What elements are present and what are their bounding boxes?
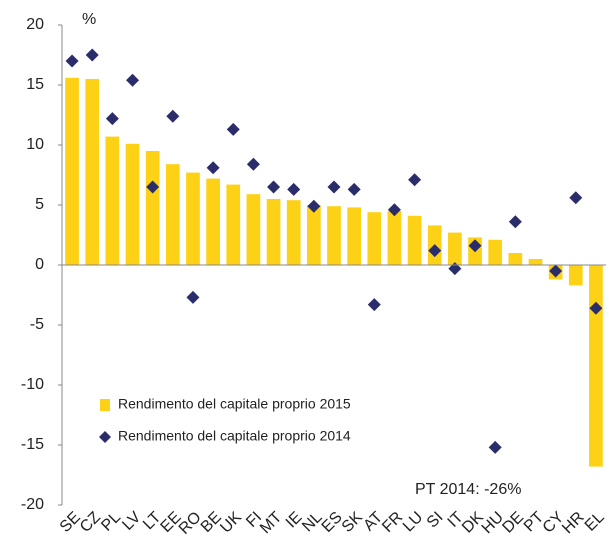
point (488, 440, 502, 454)
point (569, 191, 583, 205)
bar (387, 211, 402, 265)
bar (206, 178, 220, 265)
x-tick-label: LU (400, 509, 426, 535)
bar (85, 79, 100, 265)
y-tick-label: -20 (21, 496, 44, 513)
bar (568, 265, 583, 286)
point (206, 161, 220, 175)
point (166, 109, 180, 123)
y-tick-label: 20 (26, 16, 44, 33)
point (287, 182, 301, 196)
bar (65, 77, 79, 265)
bar (488, 239, 503, 265)
y-tick-label: -10 (21, 376, 44, 393)
bar (266, 199, 281, 265)
x-tick-label: UK (217, 509, 245, 537)
bar (448, 232, 462, 265)
bar (226, 184, 241, 265)
point (85, 48, 99, 62)
point (307, 199, 321, 213)
bar (105, 136, 120, 265)
bar (307, 205, 321, 265)
point (186, 290, 200, 304)
point (549, 264, 563, 278)
bar (347, 207, 361, 265)
y-tick-label: 15 (26, 76, 44, 93)
legend-label: Rendimento del capitale proprio 2015 (118, 396, 351, 412)
point (367, 298, 381, 312)
point (508, 215, 522, 229)
point (387, 203, 401, 217)
point (126, 73, 140, 87)
bar (145, 151, 160, 265)
bar (589, 265, 603, 467)
point (428, 244, 442, 258)
annotation: PT 2014: -26% (415, 481, 521, 498)
x-tick-label: MT (257, 509, 286, 538)
legend-swatch (100, 399, 110, 411)
bar (246, 194, 261, 265)
y-tick-label: 0 (35, 256, 44, 273)
y-tick-label: 10 (26, 136, 44, 153)
bar (125, 143, 140, 265)
bar (186, 172, 200, 265)
point (468, 239, 482, 253)
bar (508, 253, 523, 265)
point (105, 112, 119, 126)
bar (165, 164, 180, 265)
bar (367, 212, 382, 265)
point (327, 180, 341, 194)
y-tick-label: 5 (35, 196, 44, 213)
x-tick-label: SI (424, 509, 447, 532)
bar (528, 259, 543, 265)
point (246, 157, 260, 171)
point (267, 180, 281, 194)
x-tick-label: EL (582, 509, 606, 535)
legend-label: Rendimento del capitale proprio 2014 (118, 428, 351, 444)
y-tick-label: -5 (30, 316, 44, 333)
point (589, 301, 603, 315)
point (226, 122, 240, 136)
y-tick-label: -15 (21, 436, 44, 453)
bar (407, 215, 422, 265)
bar (327, 206, 341, 265)
y-unit: % (82, 11, 96, 28)
point (65, 54, 79, 68)
legend-swatch (99, 431, 111, 443)
point (146, 180, 160, 194)
point (347, 182, 361, 196)
bar (286, 200, 301, 265)
point (408, 173, 422, 187)
